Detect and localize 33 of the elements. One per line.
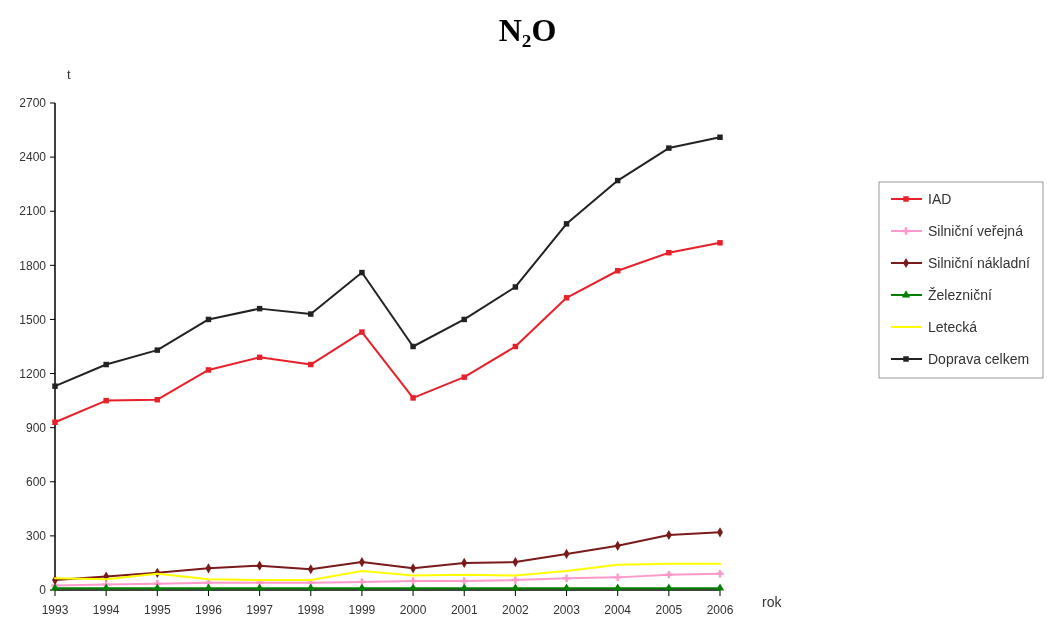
legend-label: Železniční [928,286,992,303]
y-tick-label: 2400 [19,150,47,165]
chart-title: N₂O [498,12,557,48]
legend-label: IAD [928,190,952,207]
y-tick-label: 600 [25,474,47,489]
x-tick-label: 1997 [246,603,274,617]
x-tick-label: 2003 [553,603,581,617]
y-tick-label: 300 [25,529,47,544]
x-axis-title: rok [762,594,783,610]
x-tick-label: 2002 [502,603,530,617]
x-tick-label: 1998 [297,603,325,617]
y-tick-label: 1800 [19,258,47,273]
y-tick-label: 900 [25,420,47,435]
x-tick-label: 2000 [399,603,427,617]
x-tick-label: 1994 [92,603,120,617]
x-tick-label: 2006 [706,603,734,617]
y-tick-label: 1500 [19,312,47,327]
y-tick-label: 2700 [19,96,47,111]
x-tick-label: 2001 [450,603,478,617]
x-tick-label: 2005 [655,603,683,617]
legend-label: Letecká [928,318,978,335]
x-tick-label: 2004 [604,603,632,617]
y-tick-label: 2100 [19,204,47,219]
x-tick-label: 1995 [143,603,171,617]
legend-label: Doprava celkem [928,350,1030,367]
y-tick-label: 0 [39,583,47,598]
x-tick-label: 1996 [195,603,223,617]
legend-label: Silniční veřejná [928,222,1024,239]
x-tick-label: 1999 [348,603,376,617]
x-tick-label: 1993 [41,603,69,617]
y-tick-label: 1200 [19,366,47,381]
y-axis-title: t [67,67,71,82]
legend-label: Silniční nákladní [928,254,1031,271]
